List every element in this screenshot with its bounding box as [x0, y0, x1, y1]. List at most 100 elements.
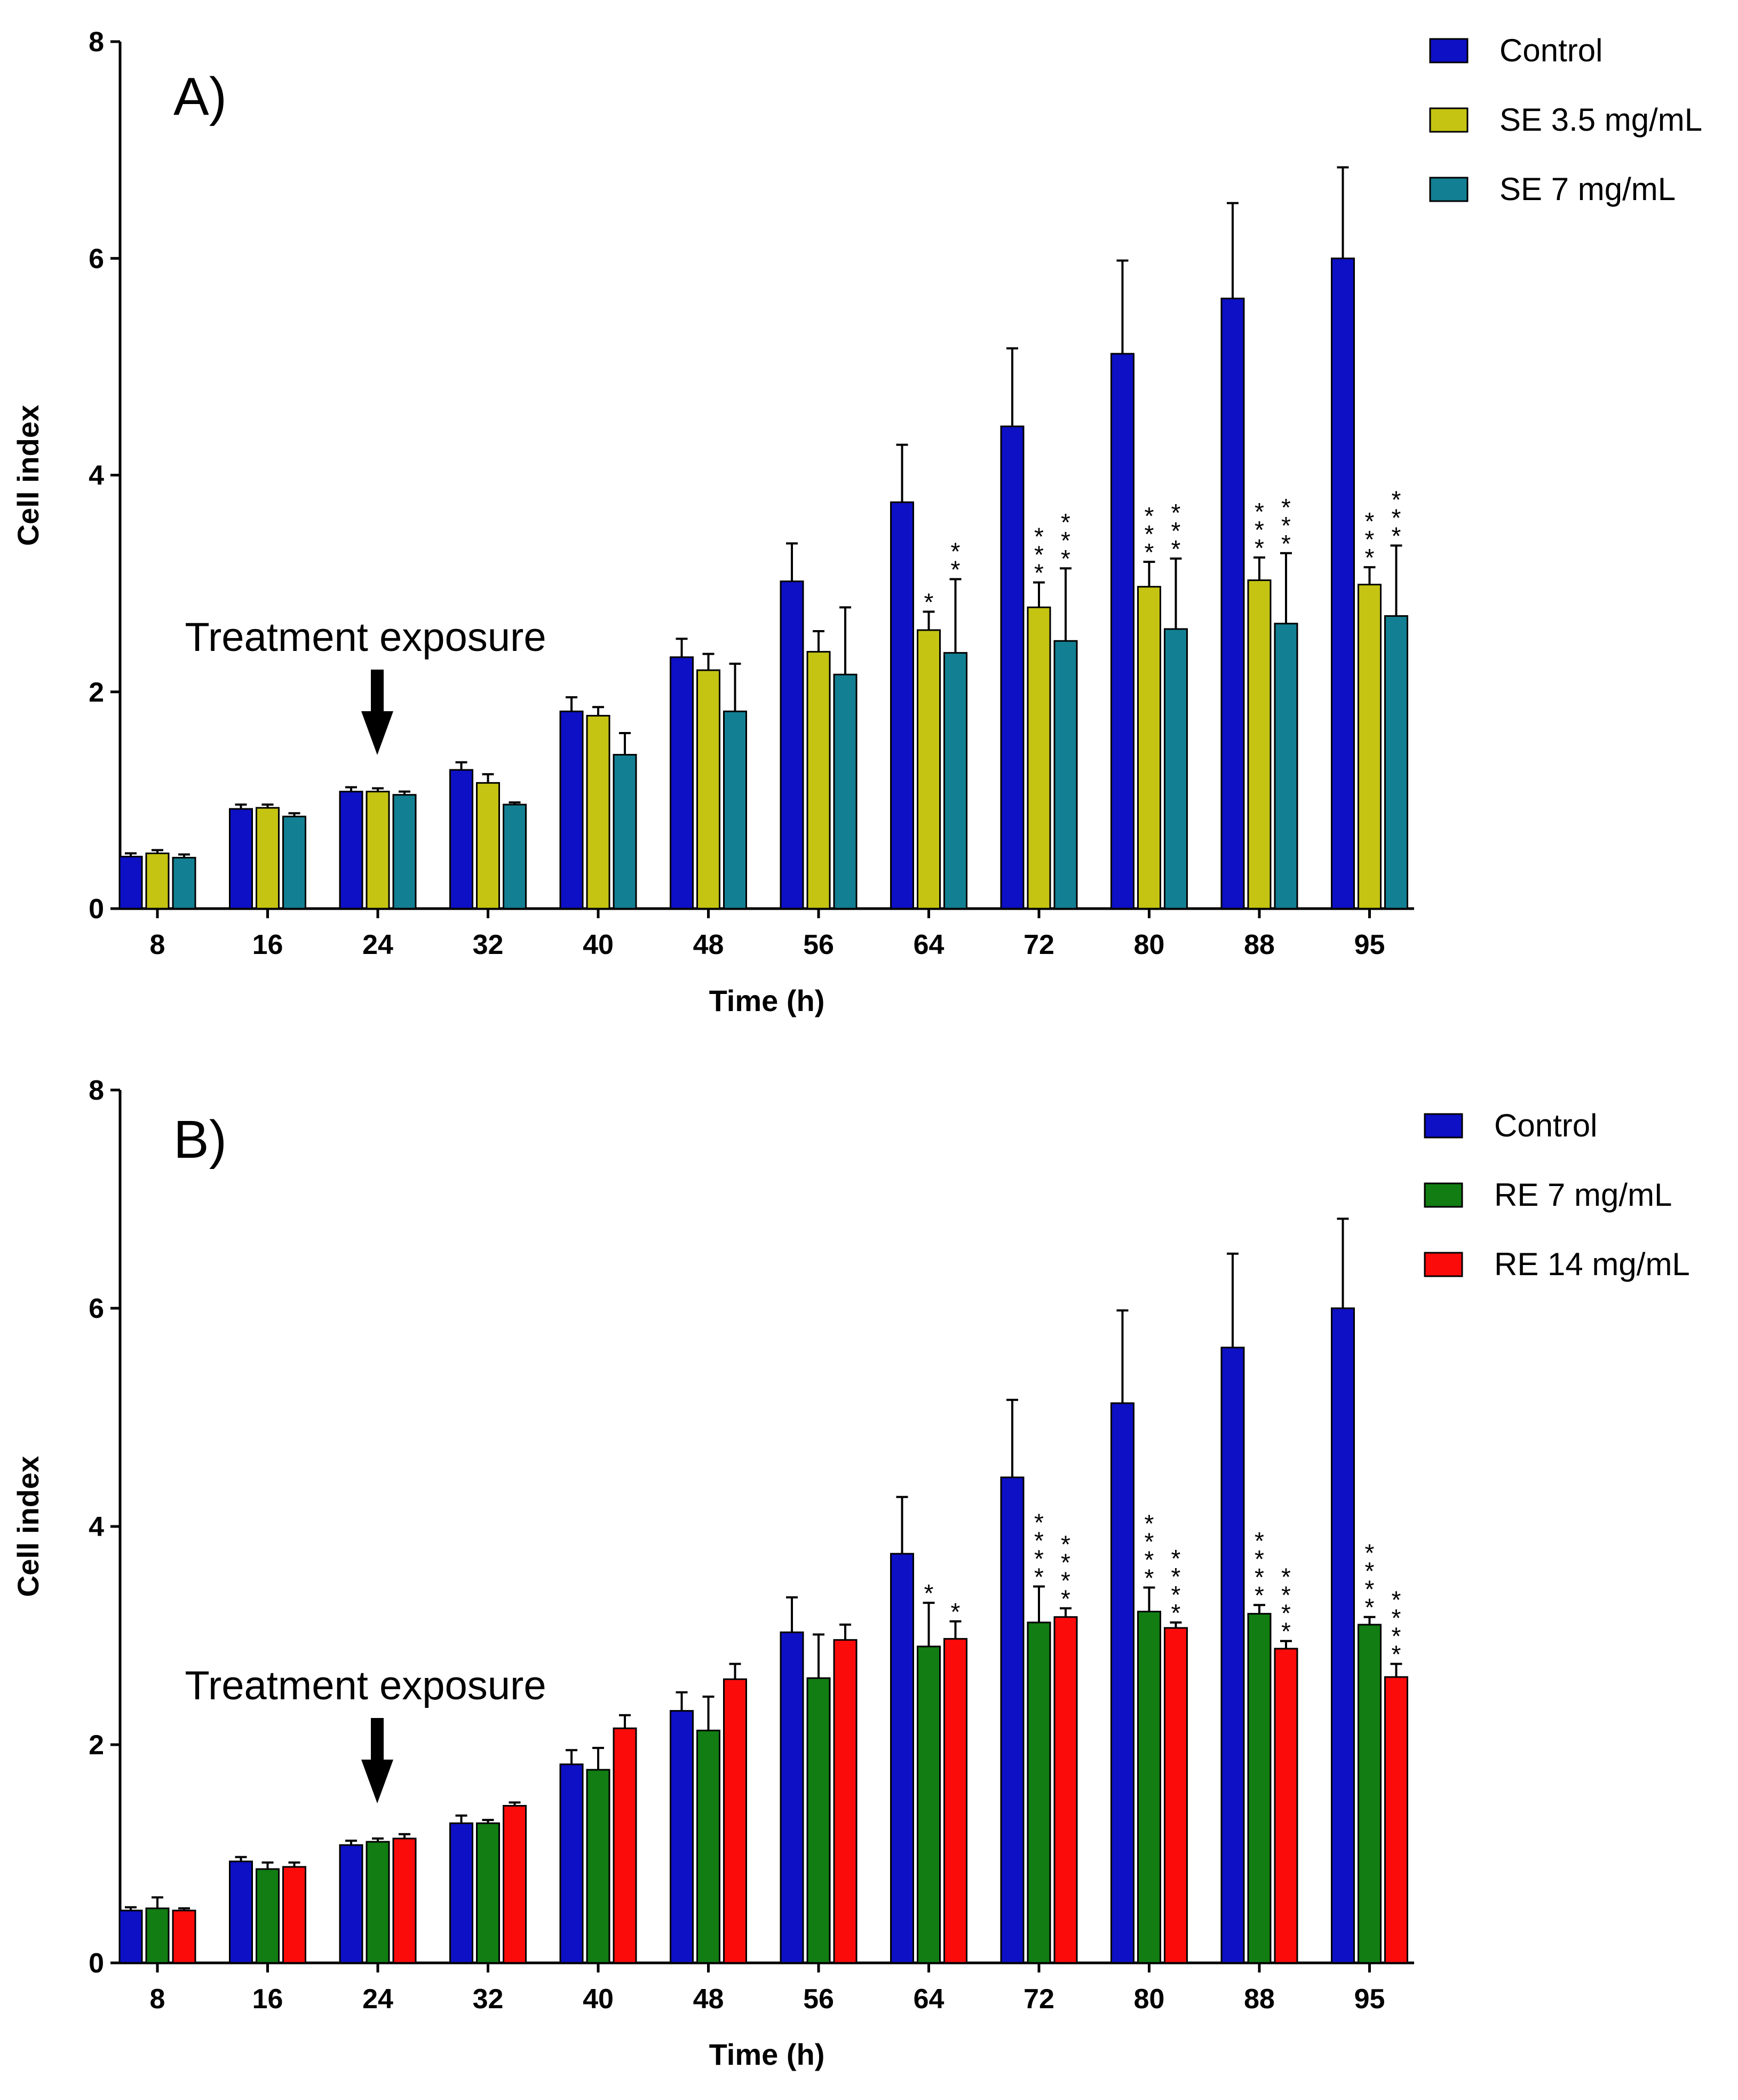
bar — [670, 1710, 694, 1964]
bar — [476, 1822, 500, 1964]
x-tick-label: 80 — [1134, 929, 1165, 960]
arrow-down-icon — [361, 711, 393, 755]
significance-star: * — [1171, 1599, 1181, 1627]
significance-star: * — [1392, 486, 1401, 514]
bar — [339, 1844, 363, 1964]
significance-star: * — [1255, 516, 1264, 544]
bar — [1110, 353, 1134, 910]
legend-label: RE 7 mg/mL — [1494, 1177, 1672, 1213]
significance-star: * — [1145, 538, 1154, 566]
y-tick-label: 8 — [89, 27, 104, 58]
significance-star: * — [1171, 499, 1181, 527]
significance-star: * — [1392, 1622, 1401, 1650]
legend-label: SE 3.5 mg/mL — [1499, 102, 1702, 138]
x-tick-label: 8 — [150, 929, 165, 960]
significance-star: * — [924, 1579, 934, 1607]
significance-star: * — [1171, 1545, 1181, 1572]
x-tick-label: 88 — [1244, 929, 1275, 960]
x-tick-label: 32 — [473, 1984, 504, 2015]
bar — [943, 1638, 967, 1964]
significance-star: * — [1365, 1594, 1375, 1621]
x-tick-label: 95 — [1354, 1984, 1385, 2015]
treatment-annotation: Treatment exposure — [185, 1663, 546, 1708]
x-tick-label: 40 — [583, 1984, 614, 2015]
significance-star: * — [1061, 1530, 1070, 1558]
x-tick-label: 16 — [252, 929, 283, 960]
legend-swatch — [1424, 1113, 1463, 1139]
bar — [145, 852, 170, 910]
x-tick-label: 8 — [150, 1984, 165, 2015]
significance-star: * — [1281, 512, 1291, 539]
bar — [806, 651, 831, 910]
significance-star: * — [1255, 1563, 1264, 1591]
significance-star: * — [1365, 1557, 1375, 1585]
significance-star: * — [1061, 545, 1070, 572]
bar — [670, 656, 694, 910]
bar — [1000, 1476, 1025, 1964]
legend-label: Control — [1494, 1108, 1597, 1143]
significance-star: * — [951, 538, 961, 566]
significance-star: * — [1392, 1641, 1401, 1668]
significance-star: * — [1034, 541, 1044, 569]
bar — [1137, 586, 1161, 910]
significance-star: * — [1171, 1581, 1181, 1609]
significance-star: * — [1034, 1545, 1044, 1572]
legend-swatch — [1429, 177, 1469, 202]
significance-star: * — [1255, 1581, 1264, 1609]
significance-star: * — [1281, 1581, 1291, 1609]
bar — [1384, 615, 1408, 910]
bar — [476, 782, 500, 910]
bar — [559, 1763, 584, 1964]
x-tick-label: 72 — [1023, 1984, 1054, 2015]
bar — [172, 857, 196, 910]
bar — [1220, 1347, 1245, 1964]
significance-star: * — [1255, 1527, 1264, 1555]
significance-star: * — [924, 588, 934, 616]
y-tick-label: 6 — [89, 243, 104, 274]
x-tick-label: 64 — [914, 1984, 945, 2015]
significance-star: * — [1034, 1526, 1044, 1554]
bar — [696, 1729, 720, 1964]
significance-star: * — [1392, 522, 1401, 550]
bar — [780, 1631, 804, 1964]
significance-star: * — [1145, 1546, 1154, 1574]
x-tick-label: 95 — [1354, 929, 1385, 960]
bar — [833, 673, 858, 910]
significance-star: * — [1171, 517, 1181, 545]
bar — [503, 1805, 527, 1964]
bar — [449, 769, 473, 910]
bar — [943, 652, 967, 910]
y-tick-label: 0 — [89, 894, 104, 925]
bar — [559, 710, 584, 910]
treatment-annotation: Treatment exposure — [185, 615, 546, 660]
x-axis-label: Time (h) — [709, 2038, 825, 2071]
bar — [723, 710, 747, 910]
significance-star: * — [1145, 1510, 1154, 1538]
bar — [1247, 579, 1272, 910]
panel-label: A) — [173, 67, 227, 126]
significance-star: * — [1145, 502, 1154, 530]
bar — [392, 1838, 417, 1964]
bar — [806, 1677, 831, 1964]
bar — [1027, 606, 1051, 910]
bar — [833, 1639, 858, 1964]
significance-star: * — [1392, 1604, 1401, 1632]
significance-star: * — [1281, 1563, 1291, 1591]
y-tick-label: 2 — [89, 677, 104, 708]
bar — [282, 815, 306, 910]
significance-star: * — [1061, 1548, 1070, 1576]
legend-swatch — [1424, 1182, 1463, 1208]
significance-star: * — [951, 556, 961, 584]
legend-label: RE 14 mg/mL — [1494, 1246, 1690, 1282]
x-tick-label: 56 — [803, 929, 834, 960]
bar — [586, 714, 610, 910]
y-tick-label: 4 — [89, 1512, 104, 1542]
bar — [917, 1645, 941, 1964]
bar — [366, 1841, 390, 1964]
significance-star: * — [1365, 1576, 1375, 1603]
significance-star: * — [1034, 1563, 1044, 1590]
significance-star: * — [1034, 1508, 1044, 1536]
x-tick-label: 48 — [693, 1984, 724, 2015]
